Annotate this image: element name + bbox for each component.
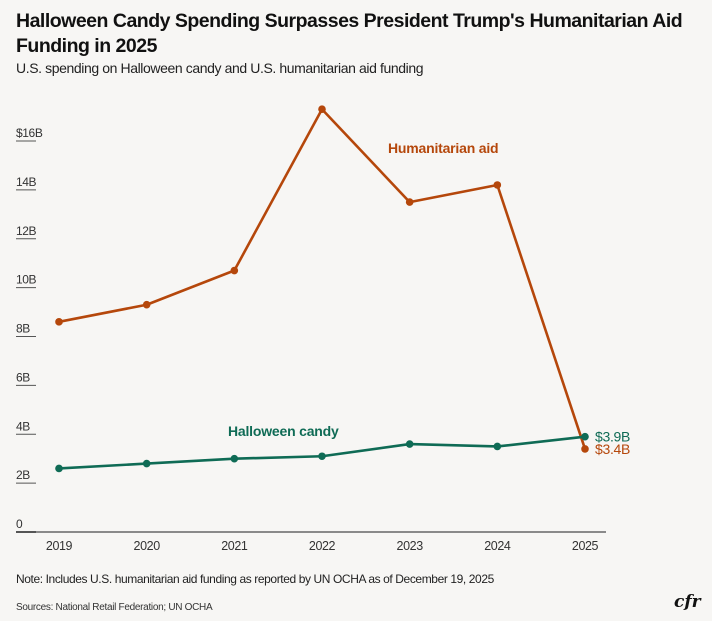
halloween-candy-end-label: $3.9B: [595, 429, 630, 445]
label-layer: $3.4B$3.9B Humanitarian aid Halloween cand…: [228, 140, 630, 457]
humanitarian-aid-end-label: $3.4B: [595, 441, 630, 457]
halloween-candy-point: [405, 440, 414, 448]
y-tick-label: 8B: [16, 322, 30, 336]
y-tick-label: 12B: [16, 224, 37, 238]
halloween-candy-point: [55, 464, 63, 473]
humanitarian-aid-point: [318, 105, 326, 114]
halloween-candy-point: [142, 459, 151, 468]
cfr-logo: cfr: [674, 592, 701, 612]
y-tick-label: 14B: [16, 175, 37, 189]
halloween-candy-point: [581, 432, 589, 441]
chart-subtitle: U.S. spending on Halloween candy and U.S…: [16, 60, 424, 76]
humanitarian-aid-point: [581, 445, 589, 453]
series-layer: [55, 105, 589, 473]
x-tick-label: 2019: [46, 539, 73, 553]
humanitarian-aid-line: [58, 107, 587, 450]
halloween-candy-point: [493, 442, 502, 451]
sources: Sources: National Retail Federation; UN …: [16, 602, 213, 613]
humanitarian-aid-point: [405, 198, 414, 206]
x-tick-label: 2021: [221, 539, 248, 553]
humanitarian-aid-label: Humanitarian aid: [388, 140, 498, 156]
y-tick-label: $16B: [16, 126, 43, 140]
chart-title: Halloween Candy Spending Surpasses Presi…: [16, 10, 683, 57]
halloween-candy-label: Halloween candy: [228, 423, 339, 439]
humanitarian-aid-point: [493, 181, 502, 189]
y-tick-label: 0: [16, 517, 23, 531]
x-tick-label: 2020: [134, 539, 161, 553]
y-axis: 0 2B 4B 6B 8B 10B 12B 14B $16B: [16, 126, 43, 531]
humanitarian-aid-point: [142, 300, 151, 309]
y-tick-label: 6B: [16, 370, 30, 384]
halloween-candy-point: [318, 452, 326, 461]
y-tick-label: 4B: [16, 419, 30, 433]
x-tick-label: 2022: [309, 539, 336, 553]
y-tick-label: 2B: [16, 468, 30, 482]
x-axis: 2019 2020 2021 2022 2023 2024 2025: [16, 531, 606, 553]
halloween-candy-point: [230, 454, 239, 463]
humanitarian-aid-point: [55, 318, 63, 326]
x-tick-label: 2025: [572, 539, 599, 553]
footnote: Note: Includes U.S. humanitarian aid fun…: [16, 572, 494, 586]
y-tick-label: 10B: [16, 273, 37, 287]
x-tick-label: 2024: [484, 539, 511, 553]
humanitarian-aid-point: [230, 266, 239, 275]
x-tick-label: 2023: [397, 539, 424, 553]
